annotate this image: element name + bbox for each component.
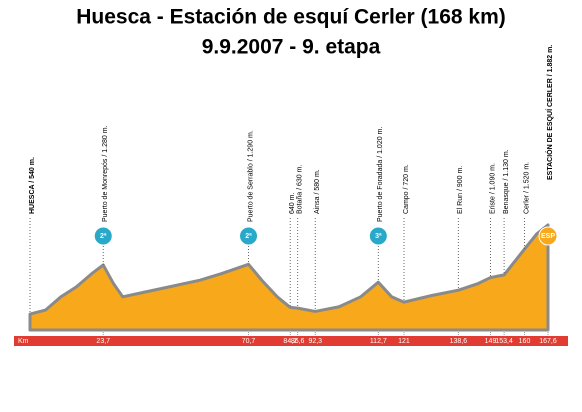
waypoint-label: HUESCA / 540 m. — [29, 157, 36, 214]
x-tick-label: 160 — [519, 338, 531, 345]
x-axis-label: Km — [18, 338, 29, 345]
x-tick-label: 167,6 — [539, 338, 557, 345]
x-tick-label: 84,2 — [283, 338, 297, 345]
chart-title: Huesca - Estación de esquí Cerler (168 k… — [76, 6, 506, 29]
waypoint-label: Benasque / 1.130 m. — [503, 149, 510, 214]
x-tick-label: 121 — [398, 338, 410, 345]
badge-label: ESP — [541, 233, 555, 240]
km-bar — [14, 336, 568, 346]
waypoint-label: El Run / 900 m. — [457, 166, 464, 214]
category-badge — [368, 226, 388, 246]
x-tick-label: 153,4 — [495, 338, 513, 345]
waypoint-label: ESTACIÓN DE ESQUÍ CERLER / 1.882 m. — [545, 45, 554, 180]
waypoint-label: Puerto de Serrablo / 1.290 m. — [247, 130, 254, 222]
x-tick-label: 138,6 — [450, 338, 468, 345]
waypoint-label: 640 m. — [289, 193, 296, 214]
x-tick-label: 112,7 — [370, 338, 387, 345]
waypoint-label: Botaña / 630 m. — [296, 165, 303, 214]
waypoint-label: Puerto de Monrepós / 1.280 m. — [102, 125, 109, 222]
category-badge — [93, 226, 113, 246]
x-tick-label: 86,6 — [291, 338, 305, 345]
badge-label: 2ª — [100, 233, 107, 240]
x-tick-label: 70,7 — [242, 338, 256, 345]
badge-label: 3ª — [375, 233, 382, 240]
category-badge — [538, 226, 558, 246]
waypoint-label: Cerler / 1.520 m. — [523, 162, 530, 214]
waypoint-label: Puerto de Foradada / 1.020 m. — [377, 127, 384, 222]
waypoint-label: Eriste / 1.090 m. — [489, 163, 496, 214]
waypoint-label: Ainsa / 580 m. — [314, 169, 321, 214]
chart-subtitle: 9.9.2007 - 9. etapa — [202, 36, 381, 59]
x-tick-label: 92,3 — [308, 338, 322, 345]
profile-area — [28, 223, 550, 332]
badge-label: 2ª — [245, 233, 252, 240]
category-badge — [239, 226, 259, 246]
x-tick-label: 23,7 — [96, 338, 110, 345]
waypoint-label: Campo / 720 m. — [403, 164, 410, 214]
x-tick-label: 149 — [485, 338, 497, 345]
